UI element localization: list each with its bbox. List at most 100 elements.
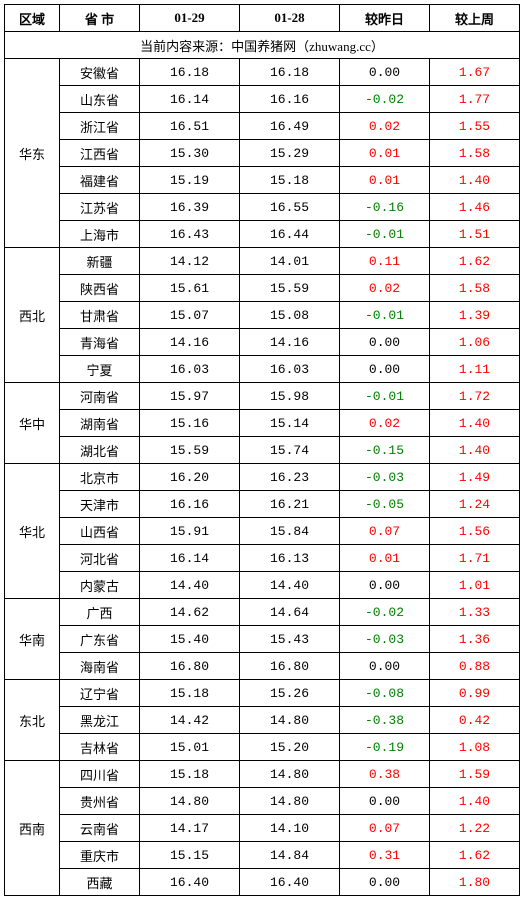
table-row: 江西省15.3015.290.011.58 bbox=[5, 140, 520, 167]
value-vs-lastweek: 1.33 bbox=[430, 599, 520, 626]
value-date2: 16.40 bbox=[240, 869, 340, 896]
value-date2: 14.80 bbox=[240, 761, 340, 788]
value-vs-yesterday: 0.02 bbox=[340, 275, 430, 302]
value-date2: 14.40 bbox=[240, 572, 340, 599]
value-vs-lastweek: 1.67 bbox=[430, 59, 520, 86]
value-date1: 16.14 bbox=[140, 86, 240, 113]
value-vs-lastweek: 1.58 bbox=[430, 140, 520, 167]
province-cell: 内蒙古 bbox=[60, 572, 140, 599]
value-vs-yesterday: 0.00 bbox=[340, 869, 430, 896]
value-vs-yesterday: -0.01 bbox=[340, 221, 430, 248]
value-vs-lastweek: 1.62 bbox=[430, 248, 520, 275]
table-row: 广东省15.4015.43-0.031.36 bbox=[5, 626, 520, 653]
table-row: 浙江省16.5116.490.021.55 bbox=[5, 113, 520, 140]
value-vs-yesterday: -0.03 bbox=[340, 464, 430, 491]
value-date1: 14.17 bbox=[140, 815, 240, 842]
value-date1: 16.16 bbox=[140, 491, 240, 518]
province-cell: 广东省 bbox=[60, 626, 140, 653]
value-date2: 16.49 bbox=[240, 113, 340, 140]
value-date1: 16.80 bbox=[140, 653, 240, 680]
province-cell: 北京市 bbox=[60, 464, 140, 491]
value-vs-yesterday: -0.16 bbox=[340, 194, 430, 221]
table-row: 吉林省15.0115.20-0.191.08 bbox=[5, 734, 520, 761]
value-vs-lastweek: 0.88 bbox=[430, 653, 520, 680]
value-date2: 16.16 bbox=[240, 86, 340, 113]
col-vs-lastweek: 较上周 bbox=[430, 5, 520, 32]
value-vs-yesterday: 0.31 bbox=[340, 842, 430, 869]
value-vs-lastweek: 1.40 bbox=[430, 437, 520, 464]
value-date2: 15.98 bbox=[240, 383, 340, 410]
province-cell: 安徽省 bbox=[60, 59, 140, 86]
value-date1: 15.97 bbox=[140, 383, 240, 410]
value-date2: 16.03 bbox=[240, 356, 340, 383]
province-cell: 浙江省 bbox=[60, 113, 140, 140]
value-date2: 15.43 bbox=[240, 626, 340, 653]
province-cell: 江西省 bbox=[60, 140, 140, 167]
table-row: 江苏省16.3916.55-0.161.46 bbox=[5, 194, 520, 221]
table-row: 河北省16.1416.130.011.71 bbox=[5, 545, 520, 572]
value-date2: 14.16 bbox=[240, 329, 340, 356]
table-row: 华北北京市16.2016.23-0.031.49 bbox=[5, 464, 520, 491]
header-row: 区域 省 市 01-29 01-28 较昨日 较上周 bbox=[5, 5, 520, 32]
value-date2: 14.10 bbox=[240, 815, 340, 842]
province-cell: 江苏省 bbox=[60, 194, 140, 221]
value-date2: 14.64 bbox=[240, 599, 340, 626]
value-vs-yesterday: -0.08 bbox=[340, 680, 430, 707]
value-date1: 14.80 bbox=[140, 788, 240, 815]
value-date2: 16.21 bbox=[240, 491, 340, 518]
value-date2: 15.08 bbox=[240, 302, 340, 329]
value-date1: 15.19 bbox=[140, 167, 240, 194]
province-cell: 宁夏 bbox=[60, 356, 140, 383]
province-cell: 福建省 bbox=[60, 167, 140, 194]
value-date2: 16.80 bbox=[240, 653, 340, 680]
table-body: 华东安徽省16.1816.180.001.67山东省16.1416.16-0.0… bbox=[5, 59, 520, 896]
province-cell: 河南省 bbox=[60, 383, 140, 410]
province-cell: 辽宁省 bbox=[60, 680, 140, 707]
value-vs-yesterday: -0.02 bbox=[340, 86, 430, 113]
value-vs-yesterday: 0.00 bbox=[340, 59, 430, 86]
province-cell: 广西 bbox=[60, 599, 140, 626]
region-cell: 西南 bbox=[5, 761, 60, 896]
value-vs-yesterday: 0.07 bbox=[340, 518, 430, 545]
province-cell: 西藏 bbox=[60, 869, 140, 896]
value-vs-yesterday: 0.00 bbox=[340, 653, 430, 680]
province-cell: 天津市 bbox=[60, 491, 140, 518]
value-vs-yesterday: 0.02 bbox=[340, 113, 430, 140]
value-vs-yesterday: 0.38 bbox=[340, 761, 430, 788]
region-cell: 华东 bbox=[5, 59, 60, 248]
value-vs-lastweek: 1.39 bbox=[430, 302, 520, 329]
col-region: 区域 bbox=[5, 5, 60, 32]
value-date1: 15.91 bbox=[140, 518, 240, 545]
table-row: 华中河南省15.9715.98-0.011.72 bbox=[5, 383, 520, 410]
value-date1: 14.16 bbox=[140, 329, 240, 356]
value-date1: 15.15 bbox=[140, 842, 240, 869]
table-row: 山东省16.1416.16-0.021.77 bbox=[5, 86, 520, 113]
table-row: 海南省16.8016.800.000.88 bbox=[5, 653, 520, 680]
source-cell: 当前内容来源：中国养猪网（zhuwang.cc） bbox=[5, 32, 520, 59]
value-date2: 15.20 bbox=[240, 734, 340, 761]
value-date2: 14.80 bbox=[240, 707, 340, 734]
col-date2: 01-28 bbox=[240, 5, 340, 32]
value-date1: 14.62 bbox=[140, 599, 240, 626]
value-vs-lastweek: 1.62 bbox=[430, 842, 520, 869]
value-vs-lastweek: 1.46 bbox=[430, 194, 520, 221]
value-vs-lastweek: 1.24 bbox=[430, 491, 520, 518]
table-row: 西藏16.4016.400.001.80 bbox=[5, 869, 520, 896]
province-cell: 甘肃省 bbox=[60, 302, 140, 329]
table-row: 宁夏16.0316.030.001.11 bbox=[5, 356, 520, 383]
province-cell: 吉林省 bbox=[60, 734, 140, 761]
table-row: 重庆市15.1514.840.311.62 bbox=[5, 842, 520, 869]
province-cell: 上海市 bbox=[60, 221, 140, 248]
value-date2: 15.74 bbox=[240, 437, 340, 464]
value-vs-lastweek: 1.55 bbox=[430, 113, 520, 140]
region-cell: 华北 bbox=[5, 464, 60, 599]
table-row: 青海省14.1614.160.001.06 bbox=[5, 329, 520, 356]
province-cell: 贵州省 bbox=[60, 788, 140, 815]
region-cell: 西北 bbox=[5, 248, 60, 383]
value-vs-lastweek: 1.72 bbox=[430, 383, 520, 410]
value-date2: 16.23 bbox=[240, 464, 340, 491]
value-vs-lastweek: 1.49 bbox=[430, 464, 520, 491]
table-row: 山西省15.9115.840.071.56 bbox=[5, 518, 520, 545]
table-row: 陕西省15.6115.590.021.58 bbox=[5, 275, 520, 302]
value-date1: 16.03 bbox=[140, 356, 240, 383]
